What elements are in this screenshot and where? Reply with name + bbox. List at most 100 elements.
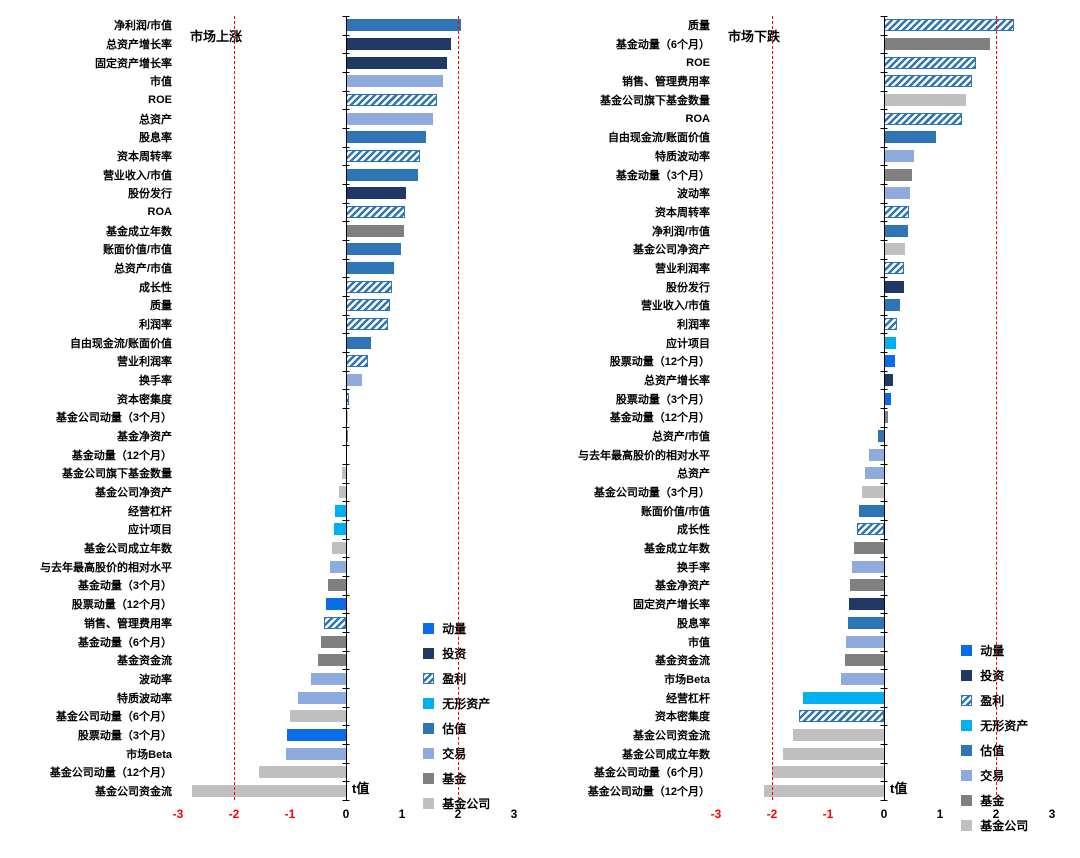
bar-row [716,16,1052,35]
x-tick-label: 3 [510,807,518,821]
x-tick-label: -3 [172,807,184,821]
legend-swatch-profitability [961,695,973,706]
category-label: 基金公司动量（12个月） [587,785,710,798]
legend-swatch-fund [423,773,435,784]
axis-tick [342,557,350,559]
bar [783,747,884,760]
bar-row [178,296,514,315]
axis-tick [342,408,350,409]
reference-line [458,16,459,800]
bar [346,280,392,293]
bar [298,691,346,704]
bar-row [178,539,514,558]
bar [884,56,976,69]
bar [346,187,407,200]
bar-row [178,165,514,184]
bar [346,206,405,219]
bar [330,560,346,573]
bar [346,336,372,349]
bar-row [716,651,1052,670]
bar [346,131,426,144]
bar [325,598,346,611]
legend-item-momentum: 动量 [423,616,490,641]
chart-market-up: 净利润/市值 总资产增长率 固定资产增长率 市值 ROE 总资产 股息率 资本周转率 营业收入/… [6,16,517,830]
bar [334,504,346,517]
axis-tick [880,314,888,316]
axis-tick [880,240,888,241]
bar-row [716,464,1052,483]
bar-row [716,352,1052,371]
bar [285,747,346,760]
bar-row [178,464,514,483]
axis-tick [880,445,888,447]
bar [847,616,884,629]
legend-label: 基金公司 [442,797,491,811]
bar-row [178,277,514,296]
bar-row [716,53,1052,72]
bar-row [178,688,514,707]
bar [849,579,884,592]
axis-tick [880,464,888,465]
category-label: 应计项目 [128,524,172,537]
category-label: 股份发行 [666,281,710,294]
x-tick-label: 1 [398,807,406,821]
bar [884,19,1014,32]
legend-item-fund_company: 基金公司 [423,791,490,816]
category-axis: 净利润/市值 总资产增长率 固定资产增长率 市值 ROE 总资产 股息率 资本周转率 营业收入/… [6,16,178,800]
category-label: 总资产 [139,113,172,126]
bar-row [716,147,1052,166]
bar-row [178,707,514,726]
bar-row [716,277,1052,296]
category-label: 基金资金流 [117,655,172,668]
bar-row [178,557,514,576]
bar [346,243,401,256]
plot-area: 市场上涨 t值 动量 投资 盈利 无形资产 估值 交易 基金 基金公司 [178,16,514,811]
legend-swatch-momentum [961,645,973,656]
plot-column: 市场上涨 t值 动量 投资 盈利 无形资产 估值 交易 基金 基金公司 -3 -2 -1 0 1 2 3 [173,16,517,830]
category-label: 基金公司资金流 [633,729,710,742]
category-label: 净利润/市值 [651,225,710,238]
bar-row [178,259,514,278]
category-label: 基金资金流 [655,655,710,668]
bar-row [178,53,514,72]
axis-tick [342,688,350,689]
axis-tick [880,744,888,745]
legend-label: 基金公司 [980,819,1029,833]
category-label: 基金动量（12个月） [71,449,172,462]
bar [318,654,346,667]
bar [884,299,900,312]
axis-tick [342,538,350,540]
bar [346,168,418,181]
axis-tick [880,557,888,559]
bar [856,523,884,536]
bar-row [716,539,1052,558]
category-label: 与去年最高股价的相对水平 [40,561,172,574]
bar [884,187,911,200]
category-label: 基金公司净资产 [95,487,172,500]
bar-row [716,782,1052,801]
category-label: 股票动量（12个月） [609,356,710,369]
axis-tick [880,333,888,335]
bar-row [178,670,514,689]
bar [884,336,897,349]
category-label: 账面价值/市值 [102,244,172,257]
category-label: 成长性 [139,281,172,294]
category-label: 基金公司动量（6个月） [55,711,172,724]
axis-tick [880,72,888,73]
plot-area: 市场下跌 t值 动量 投资 盈利 无形资产 估值 交易 基金 基金公司 [716,16,1052,833]
bar-row [178,315,514,334]
bar-row [178,782,514,801]
axis-tick [880,632,888,633]
bar-row [716,128,1052,147]
bar [290,710,346,723]
axis-tick [342,445,350,447]
bar-row [716,483,1052,502]
legend-swatch-investment [423,648,435,659]
reference-line [772,16,773,800]
bar-row [178,147,514,166]
category-label: 总资产 [677,468,710,481]
legend-label: 基金 [442,772,467,786]
bar [846,635,884,648]
axis-tick [880,408,888,409]
bar-row [178,408,514,427]
